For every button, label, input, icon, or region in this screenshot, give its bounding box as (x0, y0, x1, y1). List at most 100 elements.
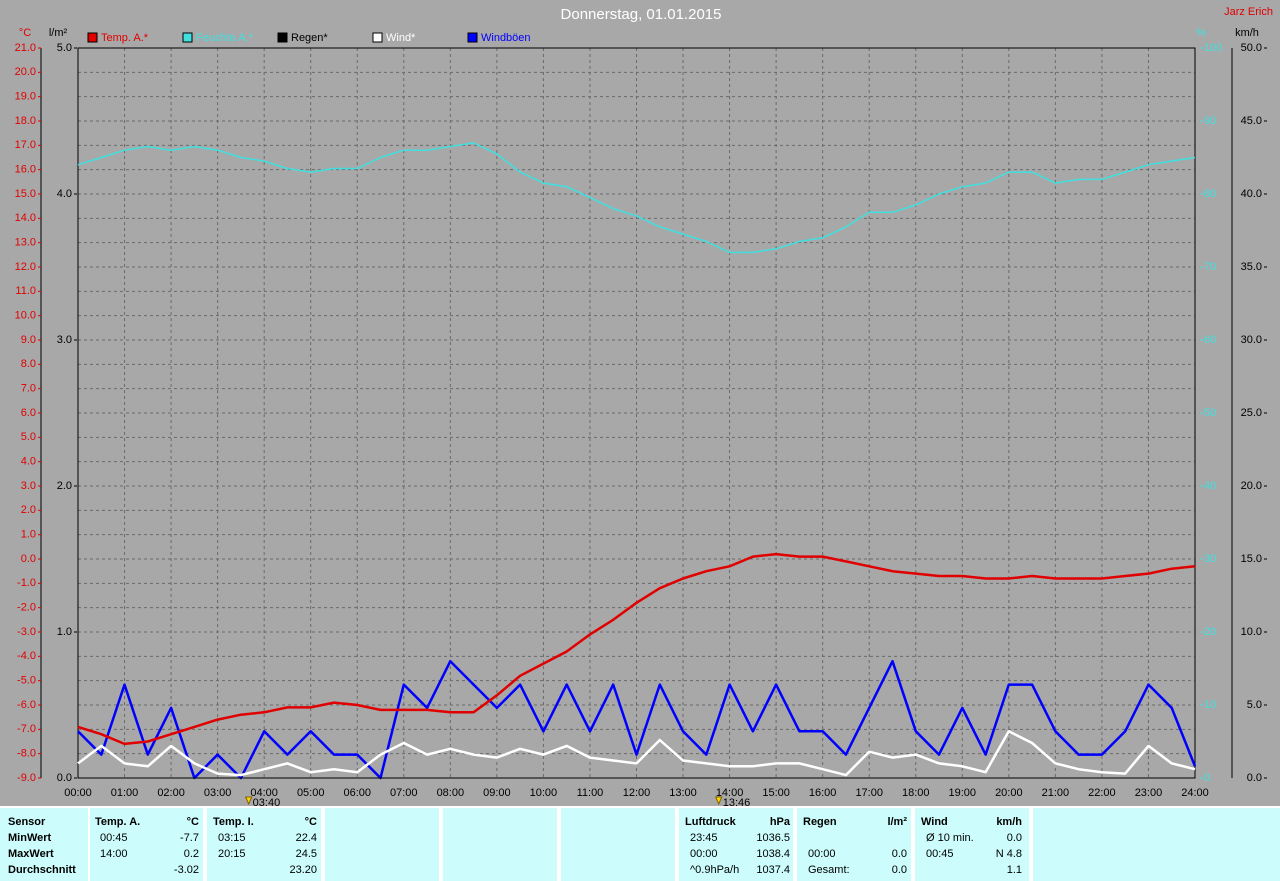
y-tick-label: -5.0 (17, 675, 36, 687)
y4-tick-label: 25.0 (1241, 407, 1262, 419)
y-tick-label: 18.0 (15, 115, 36, 127)
y-tick-label: -1.0 (17, 577, 36, 589)
series-line (77, 142, 1196, 254)
y-tick-label: -7.0 (17, 723, 36, 735)
marker-icon (714, 796, 723, 806)
x-tick-label: 15:00 (762, 787, 790, 799)
y2-tick-label: 0.0 (57, 772, 72, 784)
x-tick-label: 10:00 (530, 787, 558, 799)
x-tick-label: 02:00 (157, 787, 185, 799)
y-tick-label: 20.0 (15, 66, 36, 78)
y-tick-label: 14.0 (15, 212, 36, 224)
cell-value: 1037.4 (756, 864, 790, 876)
y-tick-label: 12.0 (15, 261, 36, 273)
y3-tick-label: 100 (1204, 42, 1222, 54)
y-tick-label: 15.0 (15, 188, 36, 200)
y-tick-label: 8.0 (21, 358, 36, 370)
table-cell (90, 808, 203, 881)
cell-label: Ø 10 min. (926, 832, 974, 844)
table-cell (561, 808, 675, 881)
y-unit: °C (19, 27, 31, 39)
group-unit: °C (187, 816, 199, 828)
legend-swatch (277, 32, 288, 43)
x-tick-label: 18:00 (902, 787, 930, 799)
cell-value: 0.0 (892, 864, 907, 876)
group-unit: °C (305, 816, 317, 828)
y4-tick-label: 30.0 (1241, 334, 1262, 346)
legend-swatch (182, 32, 193, 43)
cell-label: 20:15 (218, 848, 246, 860)
x-tick-label: 05:00 (297, 787, 325, 799)
table-cell (915, 808, 1029, 881)
table-cell (0, 808, 88, 881)
y4-tick-label: 20.0 (1241, 480, 1262, 492)
cell-label: 00:45 (100, 832, 128, 844)
y3-tick-label: 50 (1204, 407, 1216, 419)
legend-label: Feuchte A.* (196, 32, 254, 44)
cell-value: 1038.4 (756, 848, 790, 860)
chart-title: Donnerstag, 01.01.2015 (561, 6, 722, 23)
x-tick-label: 12:00 (623, 787, 651, 799)
y2-tick-label: 4.0 (57, 188, 72, 200)
y-tick-label: 5.0 (21, 431, 36, 443)
y-tick-label: 19.0 (15, 91, 36, 103)
x-tick-label: 19:00 (949, 787, 977, 799)
y4-tick-label: 50.0 (1241, 42, 1262, 54)
row-label: MaxWert (8, 848, 54, 860)
cell-value: 0.0 (892, 848, 907, 860)
x-tick-label: 22:00 (1088, 787, 1116, 799)
cell-value: 1036.5 (756, 832, 790, 844)
x-tick-label: 06:00 (343, 787, 371, 799)
y2-tick-label: 1.0 (57, 626, 72, 638)
y-tick-label: 3.0 (21, 480, 36, 492)
group-header: Temp. I. (213, 816, 254, 828)
y4-tick-label: 0.0 (1247, 772, 1262, 784)
x-tick-label: 13:00 (669, 787, 697, 799)
group-header: Luftdruck (685, 816, 737, 828)
table-cell (207, 808, 321, 881)
group-header: Regen (803, 816, 837, 828)
y-tick-label: 17.0 (15, 139, 36, 151)
legend-label: Windböen (481, 32, 531, 44)
cell-label: 00:00 (690, 848, 718, 860)
x-tick-label: 16:00 (809, 787, 837, 799)
y-tick-label: 4.0 (21, 456, 36, 468)
y3-tick-label: 70 (1204, 261, 1216, 273)
y2-tick-label: 5.0 (57, 42, 72, 54)
y-tick-label: 21.0 (15, 42, 36, 54)
y-tick-label: 13.0 (15, 237, 36, 249)
table-cell (443, 808, 557, 881)
y3-tick-label: 20 (1204, 626, 1216, 638)
cell-value: 1.1 (1007, 864, 1022, 876)
legend-swatch (87, 32, 98, 43)
y-tick-label: 16.0 (15, 164, 36, 176)
y2-tick-label: 3.0 (57, 334, 72, 346)
cell-value: -3.02 (174, 864, 199, 876)
y-tick-label: 11.0 (15, 285, 36, 297)
legend-label: Regen* (291, 32, 328, 44)
y-tick-label: -8.0 (17, 748, 36, 760)
row-label: MinWert (8, 832, 52, 844)
marker-label: 03:40 (253, 797, 281, 809)
cell-value: 0.2 (184, 848, 199, 860)
cell-value: 0.0 (1007, 832, 1022, 844)
x-tick-label: 07:00 (390, 787, 418, 799)
y4-unit: km/h (1235, 27, 1259, 39)
y3-tick-label: 90 (1204, 115, 1216, 127)
y3-tick-label: 10 (1204, 699, 1216, 711)
x-tick-label: 09:00 (483, 787, 511, 799)
y3-tick-label: 0 (1204, 772, 1210, 784)
y-tick-label: 2.0 (21, 504, 36, 516)
marker-label: 13:46 (723, 797, 751, 809)
marker-icon (244, 796, 253, 806)
y2-unit: l/m² (49, 27, 68, 39)
group-unit: hPa (770, 816, 791, 828)
y4-tick-label: 15.0 (1241, 553, 1262, 565)
x-tick-label: 00:00 (64, 787, 92, 799)
table-cell (325, 808, 439, 881)
y-tick-label: 9.0 (21, 334, 36, 346)
y-tick-label: 1.0 (21, 529, 36, 541)
x-tick-label: 01:00 (111, 787, 139, 799)
y-tick-label: 6.0 (21, 407, 36, 419)
